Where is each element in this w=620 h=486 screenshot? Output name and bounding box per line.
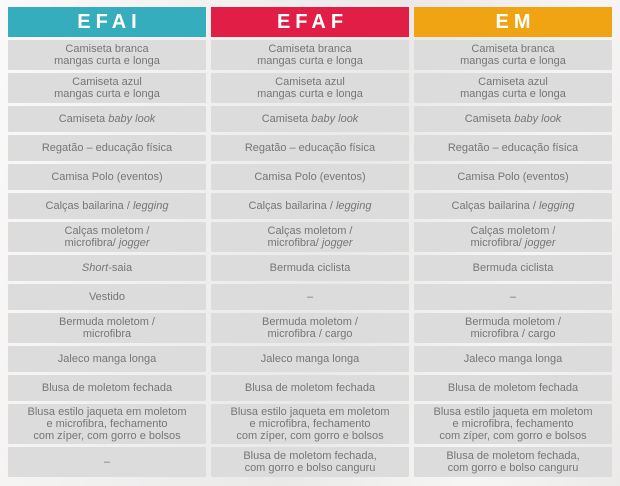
table-cell-em: Camiseta branca mangas curta e longa (414, 40, 612, 70)
table-cell-efaf: Calças bailarina / legging (211, 193, 409, 219)
table-cell-em: Calças moletom / microfibra/ jogger (414, 222, 612, 252)
table-cell-em: Regatão – educação física (414, 135, 612, 161)
table-cell-em: Blusa estilo jaqueta em moletom e microfi… (414, 404, 612, 444)
table-cell-efaf: Calças moletom / microfibra/ jogger (211, 222, 409, 252)
uniform-table-grid: EFAI EFAF EM Camiseta branca mangas curta… (8, 7, 612, 477)
table-cell-em: Blusa de moletom fechada, com gorro e bol… (414, 447, 612, 477)
table-cell-efaf: Camisa Polo (eventos) (211, 164, 409, 190)
column-header-em: EM (414, 7, 612, 37)
table-cell-efaf: Blusa de moletom fechada, com gorro e bol… (211, 447, 409, 477)
table-cell-efaf: – (211, 284, 409, 310)
table-cell-efaf: Camiseta branca mangas curta e longa (211, 40, 409, 70)
table-cell-efai: Vestido (8, 284, 206, 310)
table-cell-em: Blusa de moletom fechada (414, 375, 612, 401)
table-cell-efai: Blusa estilo jaqueta em moletom e microfi… (8, 404, 206, 444)
table-cell-efaf: Camiseta azul mangas curta e longa (211, 73, 409, 103)
table-cell-em: Bermuda moletom / microfibra / cargo (414, 313, 612, 343)
table-cell-efai: Short-saia (8, 255, 206, 281)
table-cell-efaf: Camiseta baby look (211, 106, 409, 132)
table-cell-efai: – (8, 447, 206, 477)
table-cell-efaf: Blusa de moletom fechada (211, 375, 409, 401)
table-cell-efai: Regatão – educação física (8, 135, 206, 161)
table-cell-em: Camiseta azul mangas curta e longa (414, 73, 612, 103)
table-cell-efai: Calças moletom / microfibra/ jogger (8, 222, 206, 252)
table-cell-efai: Camiseta baby look (8, 106, 206, 132)
column-header-efai: EFAI (8, 7, 206, 37)
table-cell-efaf: Bermuda ciclista (211, 255, 409, 281)
table-cell-efai: Camiseta branca mangas curta e longa (8, 40, 206, 70)
table-cell-efai: Camisa Polo (eventos) (8, 164, 206, 190)
table-cell-em: Bermuda ciclista (414, 255, 612, 281)
table-cell-efai: Camiseta azul mangas curta e longa (8, 73, 206, 103)
table-cell-efaf: Jaleco manga longa (211, 346, 409, 372)
table-cell-efai: Blusa de moletom fechada (8, 375, 206, 401)
table-cell-em: Camisa Polo (eventos) (414, 164, 612, 190)
table-cell-efaf: Regatão – educação física (211, 135, 409, 161)
table-cell-efaf: Blusa estilo jaqueta em moletom e microfi… (211, 404, 409, 444)
table-cell-em: Calças bailarina / legging (414, 193, 612, 219)
table-cell-em: Camiseta baby look (414, 106, 612, 132)
table-cell-efai: Jaleco manga longa (8, 346, 206, 372)
table-cell-efaf: Bermuda moletom / microfibra / cargo (211, 313, 409, 343)
table-cell-efai: Bermuda moletom / microfibra (8, 313, 206, 343)
table-cell-efai: Calças bailarina / legging (8, 193, 206, 219)
table-cell-em: Jaleco manga longa (414, 346, 612, 372)
column-header-efaf: EFAF (211, 7, 409, 37)
table-cell-em: – (414, 284, 612, 310)
